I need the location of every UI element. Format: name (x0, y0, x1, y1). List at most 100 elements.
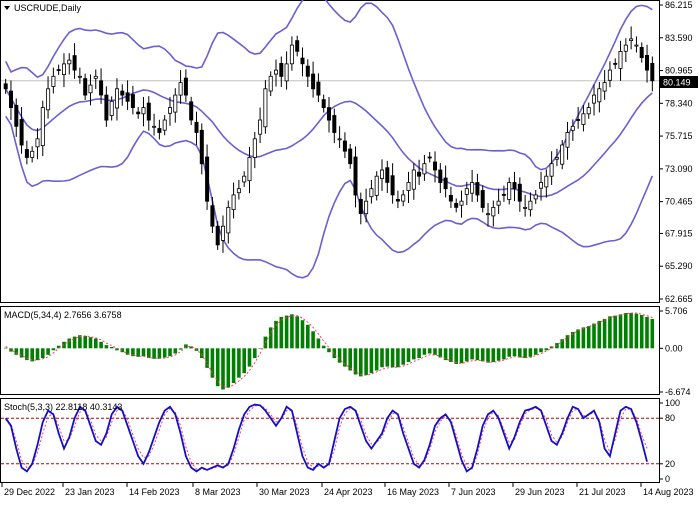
candle (607, 61, 612, 88)
candle-body (173, 94, 178, 113)
candle-body (586, 107, 591, 115)
candle-body (417, 171, 422, 177)
candle-body (194, 121, 199, 133)
candle (231, 182, 236, 219)
candle (242, 171, 247, 187)
candle (8, 80, 13, 121)
candle (263, 80, 268, 134)
candle-body (210, 205, 215, 227)
candle (639, 42, 644, 63)
macd-bar (189, 346, 193, 349)
macd-bar (295, 316, 299, 349)
candle-body (115, 88, 120, 109)
candle (544, 169, 549, 198)
price-pane-frame (0, 0, 660, 303)
candle (152, 113, 157, 136)
macd-bar (337, 348, 342, 363)
candle (300, 47, 305, 77)
candle (316, 73, 321, 102)
candle (395, 190, 400, 209)
candle (337, 126, 342, 149)
macd-bar (581, 327, 586, 349)
candle-body (162, 119, 167, 131)
candle (491, 200, 496, 227)
macd-bar (592, 323, 596, 349)
candle-body (374, 175, 379, 196)
macd-bar (258, 348, 262, 349)
candle-body (379, 169, 384, 179)
macd-bar (231, 348, 236, 383)
x-tick-label: 7 Jun 2023 (451, 487, 496, 497)
macd-bar (385, 348, 390, 367)
price-y-tick-label: 78.340 (665, 98, 693, 108)
macd-bar (253, 348, 257, 359)
candle-body (650, 63, 655, 82)
candle (273, 59, 278, 87)
candle-body (316, 81, 321, 96)
candle (634, 36, 639, 53)
candle (62, 53, 67, 88)
candle (157, 119, 162, 140)
candle-body (236, 188, 241, 194)
candle-body (273, 69, 278, 75)
candle (173, 88, 178, 123)
candle-body (247, 157, 252, 182)
symbol-dropdown-icon[interactable] (4, 6, 10, 10)
candle (475, 173, 480, 202)
macd-bar (78, 335, 82, 349)
macd-bar (46, 348, 50, 355)
macd-bar (226, 348, 231, 388)
candle-body (634, 44, 639, 47)
candle (650, 56, 655, 92)
candle (199, 123, 204, 175)
macd-bar (19, 348, 24, 358)
candle (14, 98, 19, 137)
stoch-k-line (4, 403, 648, 473)
candle-body (19, 119, 24, 146)
candle-body (215, 225, 220, 246)
macd-bar (72, 336, 77, 349)
macd-bar (125, 348, 130, 355)
candle-body (226, 206, 231, 234)
candle-body (104, 94, 109, 121)
macd-bar (491, 348, 496, 362)
candle (507, 177, 512, 205)
macd-bar (184, 344, 188, 349)
candle-body (501, 193, 506, 196)
macd-bar (433, 348, 437, 355)
stoch-y-axis: 100 80 20 0 (659, 398, 680, 484)
bollinger-upper-line (4, 0, 653, 171)
price-y-tick-label: 80.965 (665, 66, 693, 76)
macd-bar (168, 348, 172, 357)
candle (88, 74, 93, 106)
price-y-tick-label: 62.665 (665, 294, 693, 304)
candle-body (549, 163, 554, 177)
candle (411, 163, 416, 200)
candle-body (427, 156, 432, 159)
candle (417, 159, 422, 185)
candle (448, 186, 453, 209)
candle (549, 151, 554, 185)
candle-body (390, 175, 395, 196)
candle-body (475, 182, 480, 196)
price-y-tick-label: 73.090 (665, 164, 693, 174)
candle (438, 163, 443, 194)
macd-bar (348, 348, 352, 371)
candle (432, 151, 437, 183)
macd-pane: MACD(5,34,4) 2.7656 3.6758 5.706 0.00 -6.6… (0, 306, 691, 397)
macd-bar (247, 348, 252, 367)
candle (629, 26, 634, 50)
candle (284, 51, 289, 90)
candle-body (629, 38, 634, 42)
macd-bar (629, 313, 633, 349)
macd-bar (533, 348, 538, 355)
macd-y-axis: 5.706 0.00 -6.674 (659, 306, 691, 397)
macd-bar (602, 318, 607, 349)
candle-body (263, 88, 268, 128)
candle-body (353, 156, 358, 196)
candle-body (120, 90, 125, 96)
candle (326, 96, 331, 133)
candle (247, 146, 252, 194)
macd-label: MACD(5,34,4) 2.7656 3.6758 (4, 310, 122, 320)
macd-bar (104, 345, 109, 349)
